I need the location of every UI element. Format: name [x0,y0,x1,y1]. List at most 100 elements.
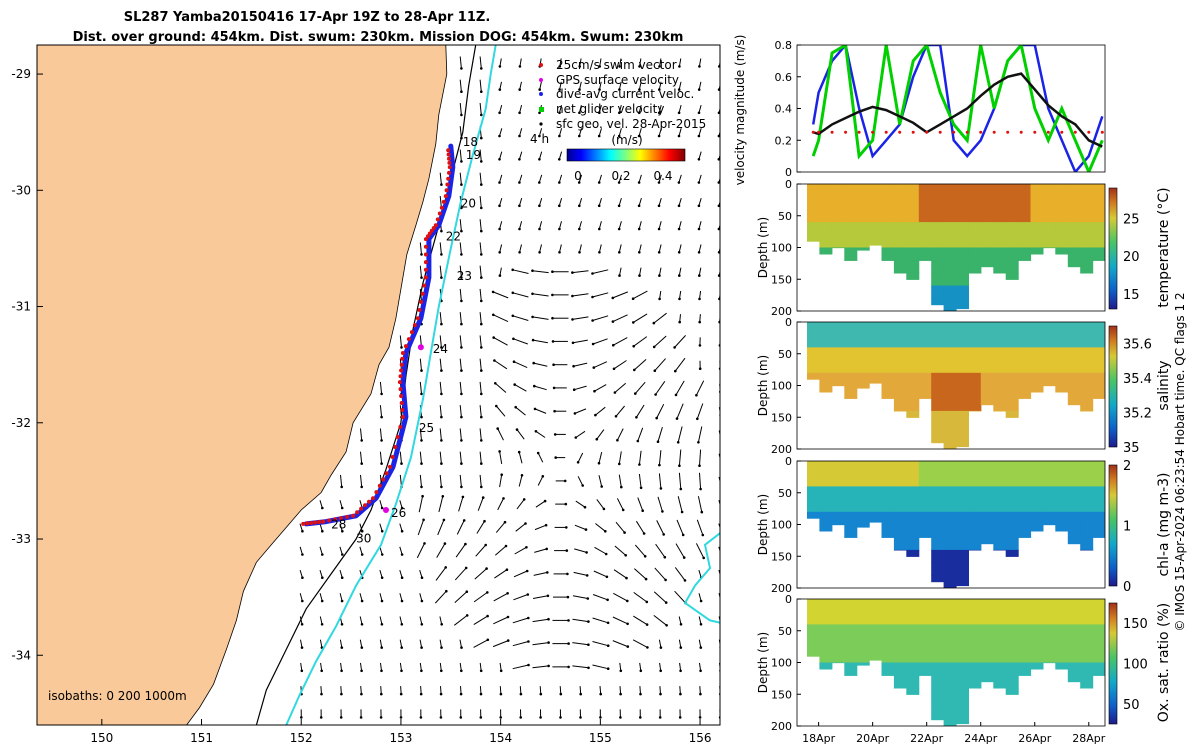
section-cell [881,196,895,210]
section-cell [893,599,907,613]
current-vector [439,172,442,185]
section-cell [918,334,932,348]
vector-head [632,344,635,348]
current-vector [718,153,720,160]
velocity-point [1019,130,1023,134]
section-cell [906,486,920,500]
section-cell [1080,599,1094,613]
section-cell [993,549,1007,551]
section-cell [1080,662,1094,676]
section-cell [1080,473,1094,487]
section-cell [831,247,845,249]
section-cell [893,499,907,513]
current-vector [572,316,589,320]
section-cell [956,549,969,564]
section-cell [1067,473,1081,487]
section-cell [1042,247,1056,249]
section-cell [906,222,920,236]
vector-head [444,566,448,569]
section-cell [943,687,957,702]
current-vector [659,686,661,695]
current-vector [678,128,682,137]
vector-head [597,461,601,465]
current-vector [658,128,662,137]
current-vector [516,429,525,440]
section-cell [943,499,957,513]
vector-head [518,134,521,138]
vector-head [440,183,443,186]
section-cell [893,347,907,361]
vector-head [567,619,570,622]
current-vector [718,430,720,437]
vector-head [518,181,521,184]
swim-vector-dot [367,499,371,504]
vector-head [605,575,609,579]
vector-head [664,601,668,604]
section-cell [956,562,969,576]
section-cell [980,347,994,361]
section-cell [1005,637,1019,651]
section-cell [993,649,1007,664]
section-cell [1067,461,1081,475]
current-vector [499,267,502,276]
current-vector [698,593,702,602]
current-vector [638,104,642,113]
current-vector [519,221,523,230]
current-vector [577,452,584,463]
vector-head [480,322,483,326]
section-cell [844,511,858,526]
vector-head [320,623,324,626]
vector-head [460,646,463,649]
vector-head [624,554,627,557]
section-cell [980,611,994,625]
section-cell [1092,649,1105,664]
section-cell [1055,234,1069,249]
current-vector [598,451,603,464]
current-vector [618,174,622,183]
vector-head [586,597,590,600]
time-tick-label: 22Apr [910,732,944,745]
section-cell [1030,473,1044,487]
current-vector [458,496,464,512]
vector-head [440,392,443,396]
vector-head [698,344,702,347]
velocity-y-tick-label: 0 [785,166,792,179]
swim-vector-dot [429,228,434,233]
section-cell [1055,247,1069,255]
current-vector [400,686,402,695]
current-vector [699,314,701,323]
land-area [37,45,448,725]
section-cell [1080,385,1094,399]
vector-head [480,392,483,396]
section-cell [931,575,945,583]
section-cell [968,499,982,513]
vector-head [498,111,501,115]
vector-head [460,276,463,279]
section-cell [943,209,957,223]
vector-head [380,692,383,696]
vector-head [460,669,463,673]
vector-head [634,392,637,395]
current-vector [696,403,704,419]
section-cell [831,209,845,223]
section-cell [893,537,907,551]
vector-head [440,229,443,233]
current-vector [420,686,422,695]
current-vector [618,197,622,206]
current-vector [339,500,343,509]
vector-head [498,65,502,68]
section-cell [844,360,858,374]
vector-head [518,88,521,91]
current-vector [718,453,720,460]
current-vector [656,520,665,535]
section-cell [1080,398,1094,412]
section-cell [956,624,969,638]
velocity-series-line [811,45,1104,172]
swim-vector-dot [395,435,400,439]
section-cell [956,398,969,412]
vector-head [503,520,507,524]
vector-head [676,441,680,444]
section-cell [968,234,982,249]
